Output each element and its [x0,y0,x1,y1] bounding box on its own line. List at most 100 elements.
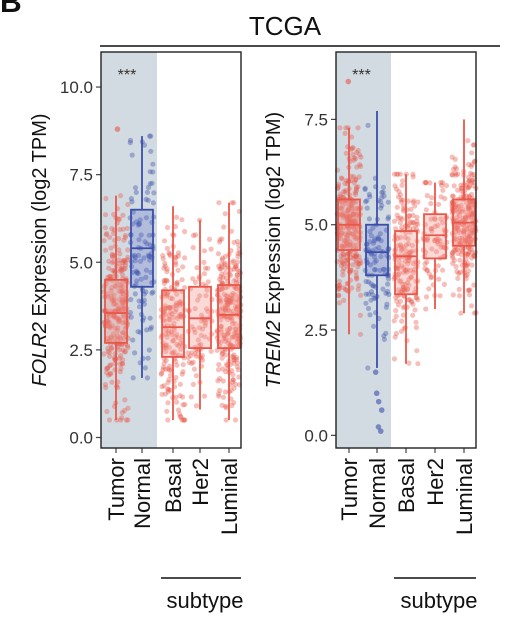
data-point [363,199,369,205]
data-point [120,226,126,232]
data-point [425,235,431,241]
data-point [106,265,112,271]
data-point [367,262,374,268]
data-point [347,213,353,220]
data-point [122,258,128,264]
box-luminal [449,119,479,316]
data-point [231,239,237,245]
data-point [453,203,459,209]
data-point [117,251,123,257]
data-point [464,262,470,268]
data-point [347,201,353,207]
data-point [355,147,361,154]
data-point [178,301,184,307]
data-point [341,265,347,272]
data-point [355,264,361,270]
data-point [349,218,355,224]
data-point [340,268,346,274]
data-point [469,255,475,261]
data-point [147,253,153,259]
data-point [350,151,356,157]
data-point [163,277,169,283]
data-point [223,297,229,303]
data-point [465,236,471,242]
outlier-point [375,424,382,430]
data-point [112,325,118,331]
data-point [452,164,458,170]
data-point [469,262,475,268]
data-point [353,258,359,264]
data-point [233,285,239,291]
data-point [169,296,175,302]
y-axis-gene: TREM2 [263,320,285,388]
data-point [350,208,356,214]
data-point [230,308,236,314]
data-point [142,239,148,245]
data-point [119,300,125,306]
data-point [119,361,125,367]
data-point [405,287,411,293]
data-point [223,293,230,299]
data-point [232,263,238,269]
data-point [231,266,237,272]
data-point [163,331,169,337]
data-point [469,303,475,309]
data-point [405,261,411,267]
data-point [342,243,348,249]
data-point [116,319,122,325]
data-point [106,350,112,356]
data-point [102,212,109,218]
data-point [394,204,400,210]
data-point [339,176,345,182]
data-point [182,417,188,423]
data-point [225,293,231,299]
data-point [113,315,119,321]
data-point [133,189,139,195]
data-point [189,350,195,356]
data-point [191,326,197,332]
data-point [465,240,471,246]
data-point [229,259,235,265]
data-point [229,403,235,409]
data-point [393,308,399,314]
data-point [164,290,170,296]
data-point [368,281,374,287]
data-point [230,290,236,297]
data-point [338,253,344,259]
data-point [143,267,149,273]
data-point [166,250,172,256]
data-point [164,278,170,284]
data-point [164,224,171,231]
data-point [372,267,379,273]
data-point [160,256,166,262]
data-point [216,263,222,269]
data-point [452,226,458,232]
data-point [402,281,408,287]
data-point [117,355,123,361]
data-point [165,305,171,311]
data-point [179,277,185,283]
data-point [378,205,384,211]
y-tick-label: 7.5 [69,166,93,185]
data-point [437,238,443,244]
data-point [232,321,238,327]
data-point [363,300,369,306]
data-point [462,214,469,220]
data-point [456,286,462,292]
data-point [222,270,228,276]
data-point [199,326,206,332]
data-point [342,130,348,136]
data-point [409,298,415,304]
data-point [229,368,235,374]
data-point [469,246,475,252]
data-point [199,353,205,359]
data-point [174,291,180,297]
data-point [167,253,173,259]
data-point [219,347,225,353]
data-point [340,215,346,221]
data-point [193,403,199,409]
data-point [372,259,378,265]
data-point [136,221,142,227]
data-point [175,253,181,259]
data-point [109,260,115,266]
